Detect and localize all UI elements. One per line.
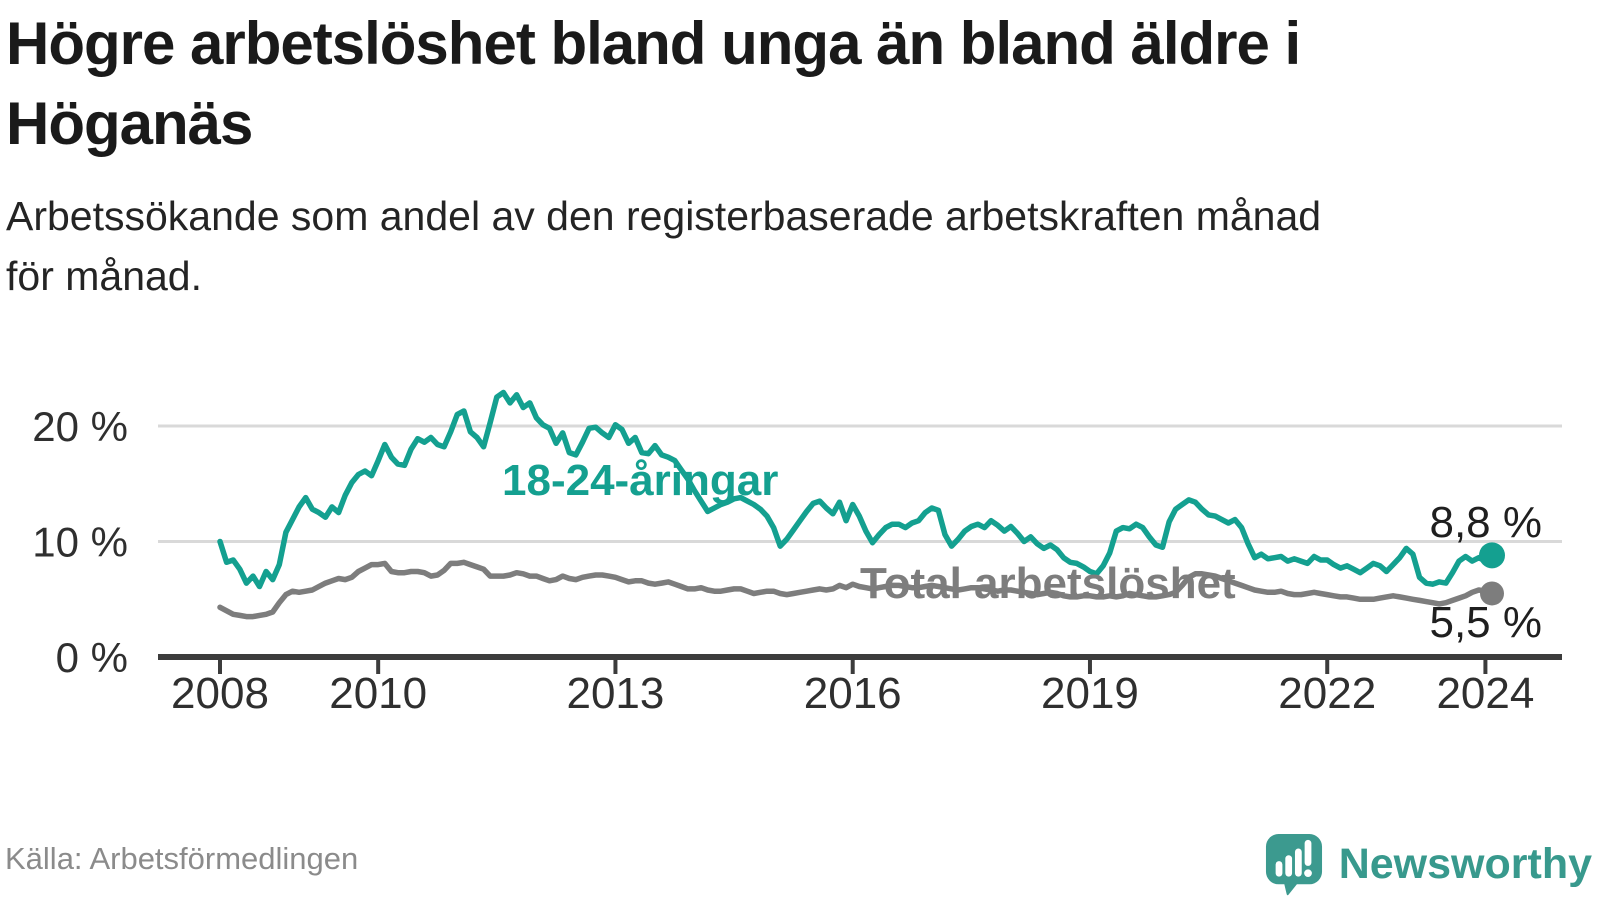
series-line-total xyxy=(217,559,1495,620)
bar-3 xyxy=(1294,848,1302,877)
end-value-label-total: 5,5 % xyxy=(1429,598,1542,647)
bar-2 xyxy=(1285,855,1292,877)
subtitle-line-2: för månad. xyxy=(6,253,202,300)
newsworthy-speech-bubble-bar-chart-icon xyxy=(1265,834,1322,896)
page-title: Högre arbetslöshet bland unga än bland ä… xyxy=(6,4,1576,164)
source-note: Källa: Arbetsförmedlingen xyxy=(5,841,359,876)
x-tick-label-2022: 2022 xyxy=(1278,669,1376,718)
chart-subtitle: Arbetssökande som andel av den registerb… xyxy=(6,186,1566,307)
exclamation-dot xyxy=(1303,869,1312,878)
newsworthy-logo[interactable]: Newsworthy xyxy=(1265,832,1592,896)
title-line-1: Högre arbetslöshet bland unga än bland ä… xyxy=(6,10,1301,77)
x-tick-label-2008: 2008 xyxy=(171,669,269,718)
y-axis-label-20: 20 % xyxy=(32,403,128,450)
subtitle-line-1: Arbetssökande som andel av den registerb… xyxy=(6,193,1322,239)
x-tick-label-2024: 2024 xyxy=(1436,669,1534,718)
series-label-total: Total arbetslöshet xyxy=(860,559,1236,608)
speech-bubble-shape xyxy=(1265,834,1322,896)
brand-name: Newsworthy xyxy=(1338,839,1592,888)
bar-1 xyxy=(1275,861,1283,877)
series-label-youth: 18-24-åringar xyxy=(502,456,778,505)
x-tick-label-2016: 2016 xyxy=(804,669,902,718)
x-tick-label-2013: 2013 xyxy=(566,669,664,718)
title-line-2: Höganäs xyxy=(6,89,253,157)
y-axis-label-0: 0 % xyxy=(56,634,128,681)
series-end-dot-total xyxy=(1480,581,1504,606)
exclamation-stem xyxy=(1304,839,1312,866)
y-axis-label-10: 10 % xyxy=(32,519,128,566)
end-value-label-youth: 8,8 % xyxy=(1429,498,1542,547)
series-end-dot-youth xyxy=(1479,542,1505,569)
series-line-youth xyxy=(217,389,1495,590)
x-tick-label-2019: 2019 xyxy=(1041,669,1139,718)
x-tick-label-2010: 2010 xyxy=(329,669,427,718)
